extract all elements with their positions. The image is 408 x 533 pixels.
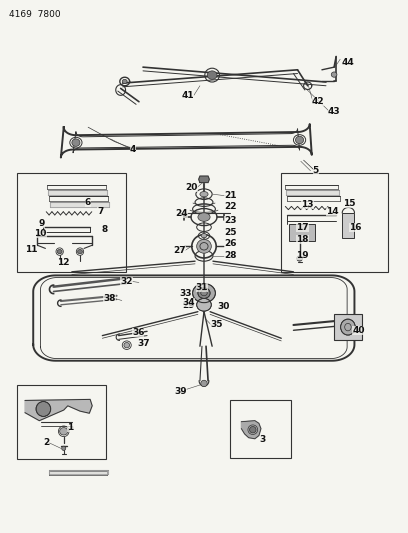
- Text: 23: 23: [224, 216, 237, 225]
- Ellipse shape: [201, 380, 207, 386]
- Text: 21: 21: [224, 191, 237, 200]
- Text: 38: 38: [103, 294, 116, 303]
- Text: 30: 30: [217, 302, 230, 311]
- Polygon shape: [286, 190, 339, 195]
- Ellipse shape: [295, 136, 304, 144]
- Bar: [288, 224, 315, 241]
- Text: 25: 25: [224, 228, 237, 237]
- Text: 24: 24: [175, 209, 188, 218]
- Polygon shape: [49, 470, 108, 474]
- Ellipse shape: [198, 213, 210, 221]
- Bar: [17, 173, 126, 272]
- Ellipse shape: [197, 298, 211, 311]
- Text: 6: 6: [85, 198, 91, 207]
- Polygon shape: [25, 399, 92, 421]
- Text: 18: 18: [296, 236, 308, 245]
- Text: 43: 43: [328, 107, 340, 116]
- Text: 39: 39: [174, 387, 187, 396]
- Text: 42: 42: [312, 97, 324, 106]
- Text: 10: 10: [34, 229, 47, 238]
- Text: 8: 8: [101, 225, 107, 234]
- Polygon shape: [199, 176, 209, 182]
- Text: 22: 22: [224, 203, 237, 212]
- Polygon shape: [242, 421, 261, 439]
- Text: 15: 15: [343, 199, 356, 208]
- Ellipse shape: [72, 139, 80, 147]
- Text: 4169  7800: 4169 7800: [9, 10, 60, 19]
- Text: 36: 36: [132, 328, 144, 337]
- Bar: [342, 213, 355, 238]
- Ellipse shape: [250, 426, 256, 433]
- Polygon shape: [50, 202, 109, 207]
- Text: 44: 44: [342, 59, 355, 67]
- Ellipse shape: [297, 256, 302, 261]
- Text: 3: 3: [260, 435, 266, 444]
- Text: 12: 12: [58, 258, 70, 266]
- Ellipse shape: [193, 284, 215, 303]
- Text: 4: 4: [130, 145, 136, 154]
- Ellipse shape: [78, 249, 82, 254]
- Bar: [334, 314, 362, 340]
- Text: 34: 34: [182, 297, 195, 306]
- Ellipse shape: [341, 319, 355, 335]
- Text: 5: 5: [313, 166, 319, 175]
- Text: 28: 28: [224, 252, 237, 260]
- Text: 7: 7: [97, 207, 104, 216]
- Text: 13: 13: [302, 200, 314, 209]
- Text: 31: 31: [196, 283, 208, 292]
- Ellipse shape: [198, 288, 210, 298]
- Ellipse shape: [124, 343, 130, 348]
- Bar: [231, 400, 290, 458]
- Ellipse shape: [62, 446, 66, 450]
- Text: 16: 16: [349, 223, 361, 232]
- Text: 37: 37: [137, 338, 150, 348]
- Ellipse shape: [331, 72, 337, 77]
- Text: 41: 41: [182, 91, 194, 100]
- Text: 14: 14: [326, 207, 338, 216]
- Bar: [281, 173, 388, 272]
- Ellipse shape: [60, 427, 68, 435]
- Polygon shape: [48, 190, 107, 195]
- Ellipse shape: [200, 191, 208, 197]
- Text: 35: 35: [210, 320, 222, 329]
- Ellipse shape: [36, 401, 51, 416]
- Text: 20: 20: [186, 183, 198, 192]
- Text: 29: 29: [182, 301, 195, 310]
- Text: 27: 27: [173, 246, 186, 255]
- Text: 9: 9: [38, 220, 44, 229]
- Text: 11: 11: [25, 245, 38, 254]
- Text: 33: 33: [180, 289, 192, 298]
- Text: 2: 2: [43, 439, 49, 448]
- Text: 26: 26: [224, 239, 237, 248]
- Ellipse shape: [207, 71, 217, 79]
- Text: 32: 32: [120, 277, 133, 286]
- Text: 17: 17: [296, 223, 309, 232]
- Ellipse shape: [201, 233, 207, 238]
- Bar: [17, 384, 106, 459]
- Text: 1: 1: [67, 423, 73, 432]
- Text: 40: 40: [352, 326, 365, 335]
- Text: 19: 19: [296, 252, 309, 260]
- Ellipse shape: [57, 249, 62, 254]
- Ellipse shape: [122, 79, 127, 84]
- Ellipse shape: [197, 239, 211, 253]
